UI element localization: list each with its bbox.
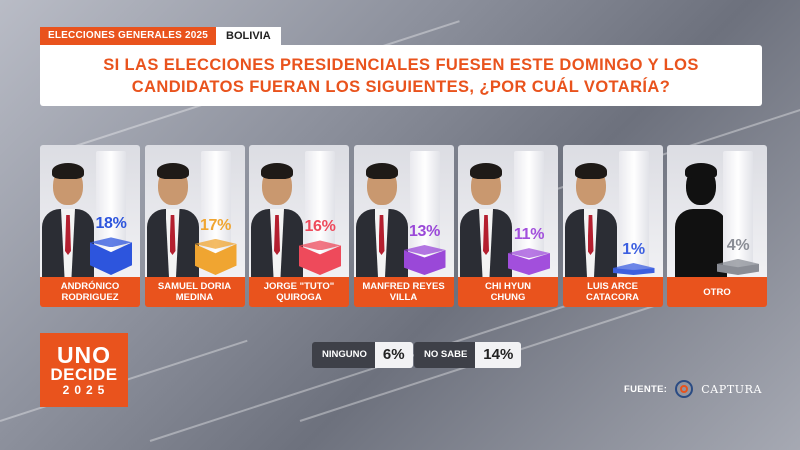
candidate-card: 17% SAMUEL DORIA MEDINA — [144, 145, 245, 307]
photo-area: 4% — [667, 145, 767, 277]
header-tags: ELECCIONES GENERALES 2025 BOLIVIA — [40, 27, 281, 45]
candidate-photo — [564, 159, 617, 277]
none-pill: NINGUNO 6% — [312, 342, 413, 368]
source: FUENTE: CAPTURA — [624, 380, 762, 398]
candidate-name: OTRO — [667, 277, 767, 307]
none-label: NINGUNO — [312, 342, 375, 368]
candidate-photo — [355, 159, 408, 277]
source-brand: CAPTURA — [701, 382, 763, 396]
candidate-name: MANFRED REYES VILLA — [353, 277, 454, 307]
logo-line-2: DECIDE — [50, 364, 118, 384]
photo-area: 18% — [40, 145, 140, 277]
bar — [403, 245, 446, 275]
candidate-name: LUIS ARCE CATACORA — [562, 277, 663, 307]
data-label: 11% — [513, 226, 545, 244]
candidate-card: 11% CHI HYUN CHUNG — [458, 145, 558, 307]
bar — [194, 238, 237, 275]
bar-tube — [717, 151, 759, 275]
candidate-name: SAMUEL DORIA MEDINA — [144, 277, 245, 307]
bar — [612, 263, 655, 275]
logo-line-1: UNO — [56, 341, 112, 368]
bar-tube — [194, 151, 237, 275]
candidate-card: 18% ANDRÓNICO RODRIGUEZ — [40, 145, 140, 307]
candidate-card: 1% LUIS ARCE CATACORA — [562, 145, 663, 307]
photo-area: 13% — [353, 145, 454, 277]
dont-know-value: 14% — [475, 342, 522, 368]
uno-decide-logo: UNO DECIDE 2025 — [40, 333, 128, 407]
bar — [90, 237, 132, 275]
source-label: FUENTE: — [624, 383, 668, 395]
bar — [717, 258, 759, 275]
data-label: 18% — [95, 215, 127, 233]
bar — [299, 240, 341, 275]
candidate-card: 13% MANFRED REYES VILLA — [353, 145, 454, 307]
candidate-card: 4% OTRO — [667, 145, 767, 307]
bar-tube — [403, 151, 446, 275]
candidate-photo — [146, 159, 199, 277]
candidate-photo — [42, 159, 94, 277]
logo-line-3: 2025 — [62, 382, 110, 397]
photo-area: 16% — [249, 145, 349, 277]
data-label: 17% — [199, 216, 232, 234]
bar-tube — [299, 151, 341, 275]
dont-know-label: NO SABE — [414, 342, 476, 368]
bar-tube — [90, 151, 132, 275]
question-text: SI LAS ELECCIONES PRESIDENCIALES FUESEN … — [103, 55, 699, 96]
data-label: 13% — [408, 223, 441, 241]
candidate-name: JORGE "TUTO" QUIROGA — [249, 277, 349, 307]
bar-tube — [508, 151, 550, 275]
photo-area: 11% — [458, 145, 558, 277]
question-box: SI LAS ELECCIONES PRESIDENCIALES FUESEN … — [40, 45, 762, 106]
dont-know-pill: NO SABE 14% — [414, 342, 522, 368]
photo-area: 17% — [144, 145, 245, 277]
country-tag: BOLIVIA — [216, 27, 281, 45]
candidate-name: ANDRÓNICO RODRIGUEZ — [40, 277, 140, 307]
data-label: 1% — [622, 241, 645, 258]
candidate-photo — [251, 159, 303, 277]
candidate-card: 16% JORGE "TUTO" QUIROGA — [249, 145, 349, 307]
photo-area: 1% — [562, 145, 663, 277]
election-tag: ELECCIONES GENERALES 2025 — [40, 27, 217, 45]
data-label: 4% — [726, 236, 750, 254]
data-label: 16% — [304, 218, 336, 236]
candidate-photo — [460, 159, 512, 277]
candidate-name: CHI HYUN CHUNG — [458, 277, 558, 307]
captura-logo-icon — [675, 380, 694, 398]
bar-tube — [612, 151, 655, 275]
bar — [508, 248, 550, 275]
none-value: 6% — [374, 342, 413, 368]
